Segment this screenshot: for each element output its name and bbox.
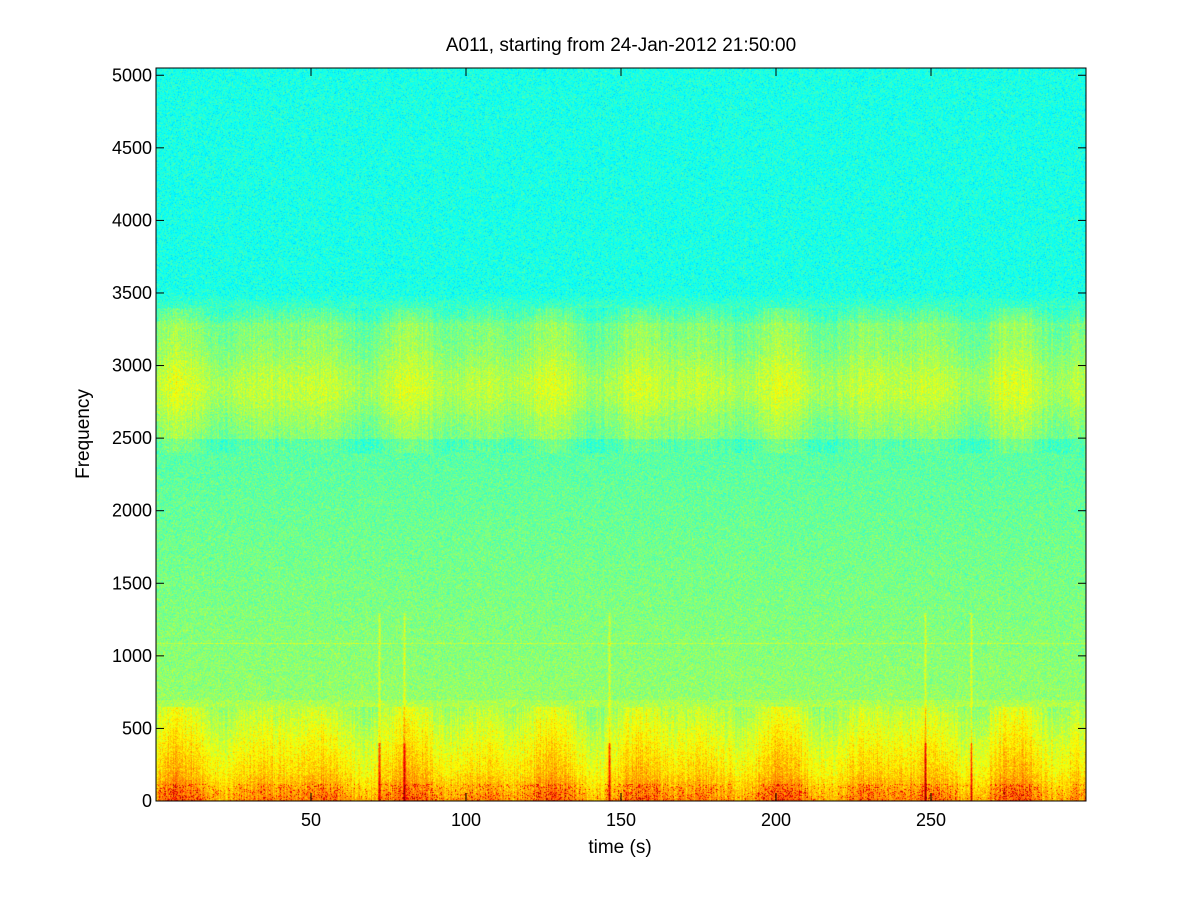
y-axis-ticks: 0 500 1000 1500 2000 2500 3000 3500 4000 4500 5000 — [112, 65, 1086, 811]
x-tick-label: 250 — [916, 810, 946, 830]
y-tick-label: 3500 — [112, 283, 152, 303]
y-tick-label: 5000 — [112, 65, 152, 85]
y-tick-label: 1000 — [112, 646, 152, 666]
x-tick-label: 150 — [606, 810, 636, 830]
x-tick-label: 100 — [451, 810, 481, 830]
y-tick-label: 500 — [122, 718, 152, 738]
y-tick-label: 1500 — [112, 573, 152, 593]
y-tick-label: 4000 — [112, 210, 152, 230]
y-tick-label: 2500 — [112, 428, 152, 448]
x-tick-label: 50 — [301, 810, 321, 830]
y-tick-label: 3000 — [112, 356, 152, 376]
x-axis-ticks: 50 100 150 200 250 — [301, 68, 946, 830]
y-tick-label: 2000 — [112, 501, 152, 521]
x-axis-label: time (s) — [588, 837, 651, 858]
y-tick-label: 4500 — [112, 138, 152, 158]
y-axis-label: Frequency — [73, 389, 94, 479]
x-tick-label: 200 — [761, 810, 791, 830]
plot-frame — [155, 67, 1087, 802]
y-tick-label: 0 — [142, 791, 152, 811]
chart-title: A011, starting from 24-Jan-2012 21:50:00 — [446, 35, 796, 56]
spectrogram-image — [156, 68, 1086, 801]
